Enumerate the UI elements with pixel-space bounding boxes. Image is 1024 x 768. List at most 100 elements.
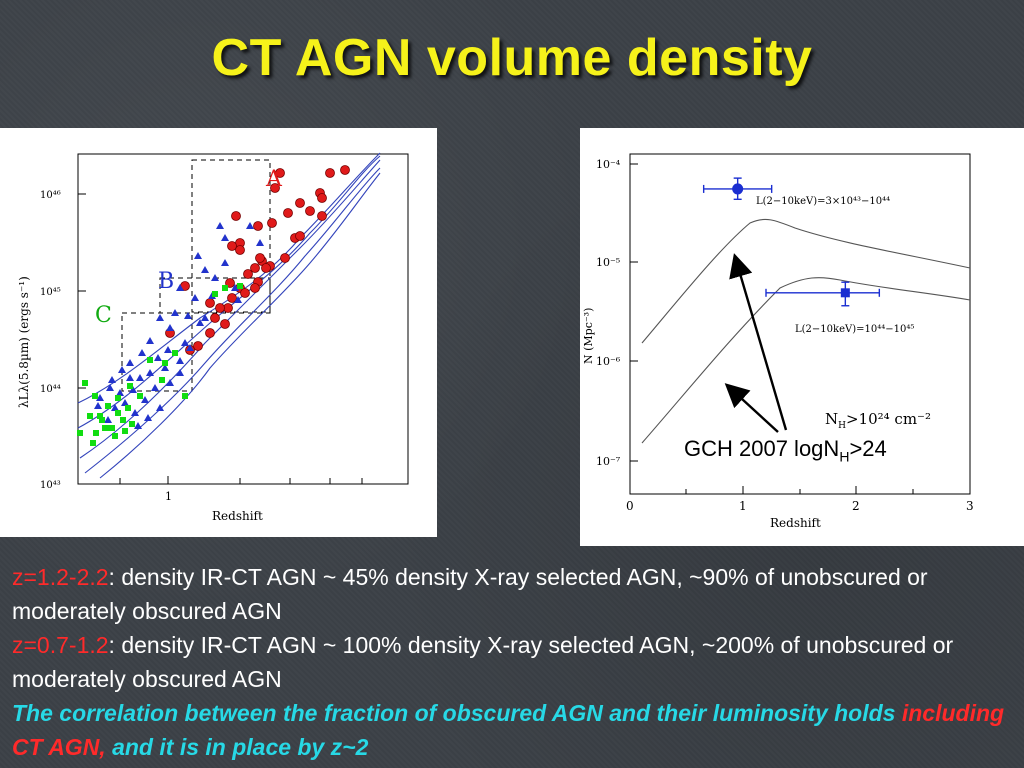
point-c xyxy=(120,417,126,423)
point-b xyxy=(138,349,146,356)
point-b xyxy=(146,337,154,344)
point-b xyxy=(141,396,149,403)
x-tick-3: 3 xyxy=(966,499,974,513)
point-b xyxy=(234,296,242,303)
x-tick-1: 1 xyxy=(165,490,172,503)
point-b xyxy=(176,357,184,364)
point-a xyxy=(295,198,305,208)
region-label-b: B xyxy=(158,269,174,294)
point-c xyxy=(107,425,113,431)
point-c xyxy=(82,380,88,386)
point-a xyxy=(317,193,327,203)
point-c xyxy=(127,383,133,389)
point-c xyxy=(172,350,178,356)
point-c xyxy=(87,413,93,419)
point-c xyxy=(77,430,83,436)
y-tick-1e-5: 10⁻⁵ xyxy=(596,256,620,269)
point-c xyxy=(92,393,98,399)
caption-line-2: z=0.7-1.2: density IR-CT AGN ~ 100% dens… xyxy=(12,632,954,692)
point-b xyxy=(171,309,179,316)
y-tick-1e-6: 10⁻⁶ xyxy=(596,355,621,368)
point-a xyxy=(220,319,230,329)
point-b xyxy=(134,422,142,429)
point-a xyxy=(243,269,253,279)
point-b xyxy=(118,366,126,373)
point-c xyxy=(97,413,103,419)
point-b xyxy=(184,312,192,319)
point-c xyxy=(115,395,121,401)
y-axis-label: N (Mpc⁻³) xyxy=(582,308,595,364)
lower-curve-label: L(2−10keV)=10⁴⁴−10⁴⁵ xyxy=(795,324,914,335)
point-a xyxy=(267,218,277,228)
point-b xyxy=(216,222,224,229)
point-b xyxy=(151,384,159,391)
point-b xyxy=(194,252,202,259)
point-c xyxy=(212,291,218,297)
x-axis-label: Redshift xyxy=(770,516,821,530)
point-b xyxy=(136,374,144,381)
arrow-lower-curve xyxy=(724,383,779,433)
point-a xyxy=(325,168,335,178)
point-c xyxy=(115,410,121,416)
point-a xyxy=(193,341,203,351)
point-b xyxy=(256,239,264,246)
y-tick-1e-4: 10⁻⁴ xyxy=(596,158,621,171)
nh-label: NH>10²⁴ cm⁻² xyxy=(825,410,931,431)
point-a xyxy=(227,241,237,251)
point-c xyxy=(159,377,165,383)
point-c xyxy=(93,430,99,436)
point-a xyxy=(235,245,245,255)
caption-line-1: z=1.2-2.2: density IR-CT AGN ~ 45% densi… xyxy=(12,564,928,624)
point-b xyxy=(111,404,119,411)
density-data-point xyxy=(732,183,744,195)
point-b xyxy=(161,364,169,371)
point-b xyxy=(156,314,164,321)
point-c xyxy=(99,417,105,423)
point-a xyxy=(205,298,215,308)
luminosity-redshift-plot: A B C 10⁴³ 10⁴⁴ 10⁴⁵ 10⁴⁶ 1 Redshift λLλ… xyxy=(0,128,437,537)
point-b xyxy=(94,402,102,409)
point-b xyxy=(129,386,137,393)
point-b xyxy=(146,369,154,376)
point-c xyxy=(90,440,96,446)
y-axis-label: λLλ(5.8µm) (ergs s⁻¹) xyxy=(17,276,31,408)
y-tick-46: 10⁴⁶ xyxy=(40,190,61,201)
region-label-c: C xyxy=(95,303,112,328)
slide-title: CT AGN volume density xyxy=(211,29,813,87)
point-b xyxy=(186,344,194,351)
x-tick-0: 0 xyxy=(626,499,634,513)
point-b xyxy=(116,389,124,396)
point-a xyxy=(255,253,265,263)
point-b xyxy=(106,384,114,391)
caption-text: z=1.2-2.2: density IR-CT AGN ~ 45% densi… xyxy=(12,560,1012,764)
point-a xyxy=(261,263,271,273)
point-c xyxy=(147,357,153,363)
point-b xyxy=(156,404,164,411)
point-b xyxy=(166,324,174,331)
point-b xyxy=(201,314,209,321)
point-a xyxy=(317,211,327,221)
point-b xyxy=(108,376,116,383)
x-tick-2: 2 xyxy=(852,499,860,513)
point-b xyxy=(131,409,139,416)
point-a xyxy=(280,253,290,263)
point-b xyxy=(196,319,204,326)
x-tick-1: 1 xyxy=(739,499,747,513)
density-redshift-plot: 10⁻⁴ 10⁻⁵ 10⁻⁶ 10⁻⁷ 0 1 2 3 Redshift N (… xyxy=(580,128,1024,546)
point-a xyxy=(270,183,280,193)
point-b xyxy=(166,379,174,386)
point-b xyxy=(121,399,129,406)
point-a xyxy=(250,263,260,273)
point-a xyxy=(340,165,350,175)
point-b xyxy=(144,414,152,421)
y-tick-1e-7: 10⁻⁷ xyxy=(596,455,621,468)
y-tick-43: 10⁴³ xyxy=(40,480,61,491)
region-label-a: A xyxy=(265,167,283,192)
upper-curve-label: L(2−10keV)=3×10⁴³−10⁴⁴ xyxy=(756,196,890,207)
point-c xyxy=(102,425,108,431)
point-b xyxy=(201,266,209,273)
point-b xyxy=(181,339,189,346)
point-b xyxy=(176,369,184,376)
point-c xyxy=(105,403,111,409)
y-tick-45: 10⁴⁵ xyxy=(40,287,61,298)
